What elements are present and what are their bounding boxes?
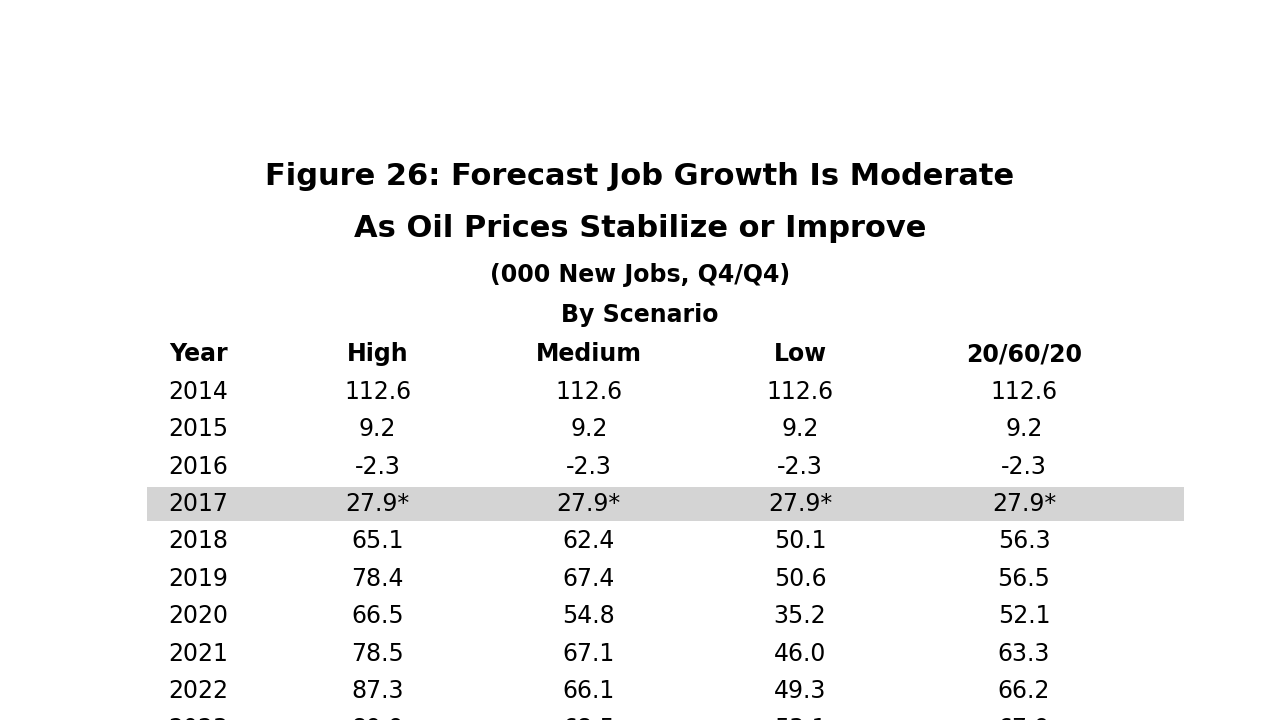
FancyBboxPatch shape [147,487,1184,521]
Text: -2.3: -2.3 [777,454,823,479]
Text: 9.2: 9.2 [570,417,608,441]
Text: 68.5: 68.5 [562,716,616,720]
Text: 53.1: 53.1 [773,716,827,720]
Text: 35.2: 35.2 [773,604,827,629]
Text: Medium: Medium [536,342,641,366]
Text: 78.5: 78.5 [351,642,404,666]
Text: 2023: 2023 [169,716,228,720]
Text: -2.3: -2.3 [355,454,401,479]
Text: 66.1: 66.1 [563,679,614,703]
Text: High: High [347,342,408,366]
Text: 2018: 2018 [169,529,228,554]
Text: 65.1: 65.1 [351,529,404,554]
Text: 2020: 2020 [169,604,228,629]
Text: 2022: 2022 [169,679,228,703]
Text: 2021: 2021 [169,642,228,666]
Text: 112.6: 112.6 [991,379,1057,404]
Text: 2019: 2019 [169,567,228,591]
Text: 9.2: 9.2 [781,417,819,441]
Text: Low: Low [773,342,827,366]
Text: 20/60/20: 20/60/20 [966,342,1082,366]
Text: 2016: 2016 [169,454,228,479]
Text: 27.9*: 27.9* [992,492,1056,516]
Text: 50.1: 50.1 [773,529,827,554]
Text: 112.6: 112.6 [767,379,833,404]
Text: As Oil Prices Stabilize or Improve: As Oil Prices Stabilize or Improve [353,214,927,243]
Text: 2015: 2015 [169,417,228,441]
Text: -2.3: -2.3 [1001,454,1047,479]
Text: 87.3: 87.3 [351,679,404,703]
Text: 52.1: 52.1 [997,604,1051,629]
Text: 67.1: 67.1 [563,642,614,666]
Text: 62.4: 62.4 [563,529,614,554]
Text: 46.0: 46.0 [774,642,826,666]
Text: (000 New Jobs, Q4/Q4): (000 New Jobs, Q4/Q4) [490,263,790,287]
Text: 112.6: 112.6 [556,379,622,404]
Text: 78.4: 78.4 [351,567,404,591]
Text: 54.8: 54.8 [562,604,616,629]
Text: Year: Year [169,342,228,366]
Text: By Scenario: By Scenario [561,302,719,327]
Text: 89.9: 89.9 [351,716,404,720]
Text: 2017: 2017 [169,492,228,516]
Text: 67.4: 67.4 [563,567,614,591]
Text: 9.2: 9.2 [358,417,397,441]
Text: 112.6: 112.6 [344,379,411,404]
Text: 9.2: 9.2 [1005,417,1043,441]
Text: 66.2: 66.2 [998,679,1050,703]
Text: 50.6: 50.6 [773,567,827,591]
Text: 63.3: 63.3 [998,642,1050,666]
Text: 67.9: 67.9 [998,716,1050,720]
Text: Figure 26: Forecast Job Growth Is Moderate: Figure 26: Forecast Job Growth Is Modera… [265,162,1015,191]
Text: 49.3: 49.3 [774,679,826,703]
Text: 27.9*: 27.9* [768,492,832,516]
Text: 2014: 2014 [169,379,228,404]
Text: 27.9*: 27.9* [557,492,621,516]
Text: 56.3: 56.3 [997,529,1051,554]
Text: -2.3: -2.3 [566,454,612,479]
Text: 66.5: 66.5 [351,604,404,629]
Text: 27.9*: 27.9* [346,492,410,516]
Text: 56.5: 56.5 [997,567,1051,591]
